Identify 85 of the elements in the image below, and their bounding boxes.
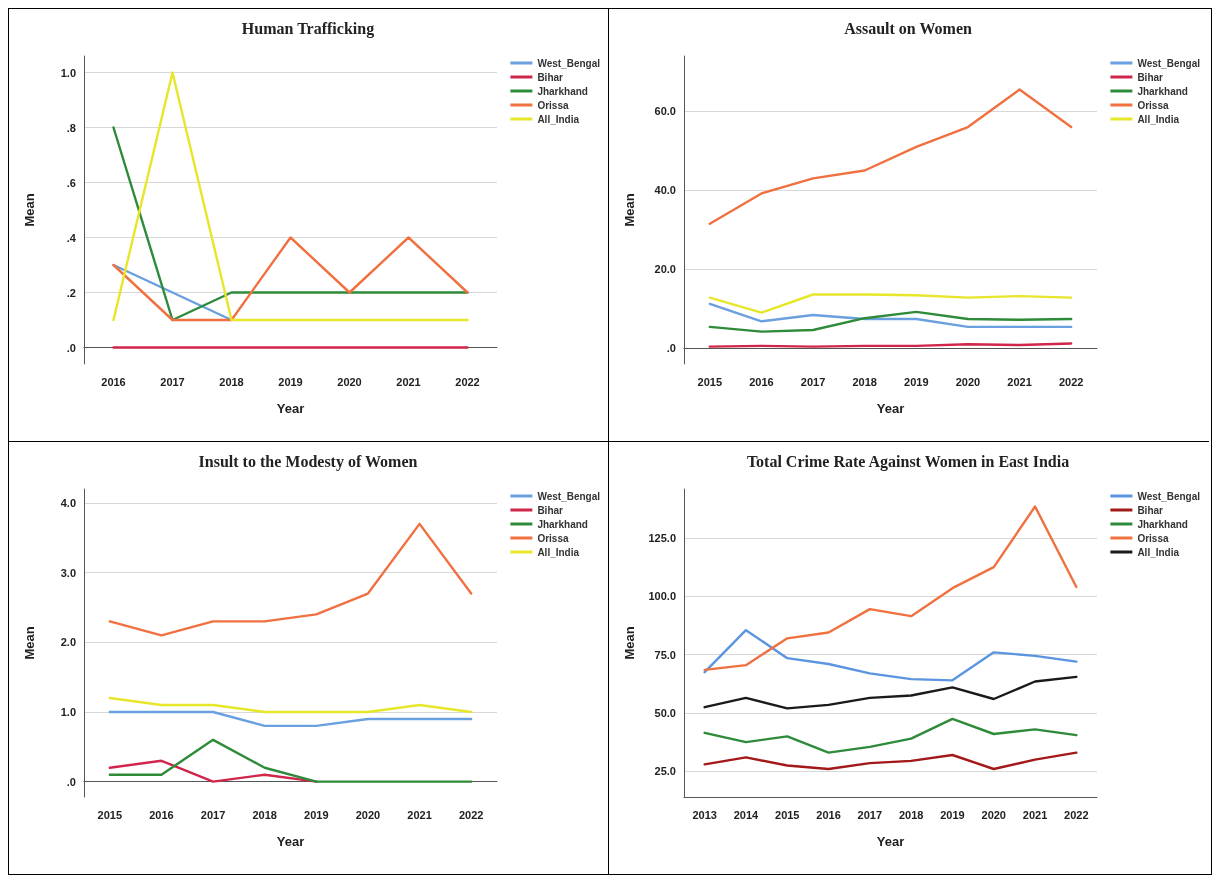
y-tick-label: .0 — [666, 342, 676, 355]
x-tick-label: 2016 — [816, 808, 841, 821]
legend-label: Orissa — [537, 532, 569, 544]
x-axis-title: Year — [876, 834, 905, 849]
x-tick-label: 2021 — [1022, 808, 1048, 821]
y-tick-label: 40.0 — [654, 184, 676, 197]
x-axis-title: Year — [276, 834, 305, 849]
y-tick-label: 25.0 — [654, 765, 676, 778]
x-tick-label: 2022 — [1058, 375, 1084, 388]
x-tick-label: 2019 — [278, 375, 303, 388]
x-tick-label: 2016 — [149, 808, 174, 821]
y-tick-label: 3.0 — [60, 566, 76, 579]
y-tick-label: .4 — [66, 231, 77, 244]
legend-label: Jharkhand — [537, 518, 588, 530]
x-tick-label: 2022 — [458, 808, 484, 821]
legend-label: All_India — [537, 546, 580, 558]
legend-label: Orissa — [1137, 532, 1169, 544]
x-tick-label: 2019 — [304, 808, 329, 821]
y-tick-label: 2.0 — [60, 636, 76, 649]
y-tick-label: 100.0 — [648, 590, 676, 603]
x-tick-label: 2017 — [800, 375, 826, 388]
x-tick-label: 2021 — [1007, 375, 1032, 388]
legend-label: Bihar — [537, 504, 564, 516]
x-tick-label: 2015 — [775, 808, 800, 821]
legend-label: West_Bengal — [1137, 57, 1201, 69]
x-axis-title: Year — [876, 401, 905, 416]
x-tick-label: 2018 — [852, 375, 877, 388]
y-tick-label: .0 — [66, 775, 76, 788]
x-tick-label: 2020 — [337, 375, 362, 388]
legend-label: Jharkhand — [1137, 85, 1188, 97]
y-axis-title: Mean — [622, 193, 637, 227]
y-axis-title: Mean — [22, 626, 37, 660]
y-tick-label: 50.0 — [654, 707, 676, 719]
legend-label: West_Bengal — [537, 57, 601, 69]
x-tick-label: 2020 — [955, 375, 981, 388]
y-tick-label: 1.0 — [60, 705, 76, 718]
y-tick-label: .6 — [66, 176, 76, 189]
x-tick-label: 2017 — [200, 808, 226, 821]
legend-label: Jharkhand — [537, 85, 588, 97]
x-tick-label: 2020 — [355, 808, 381, 821]
x-tick-label: 2021 — [407, 808, 432, 821]
x-tick-label: 2014 — [733, 808, 760, 821]
legend-label: Orissa — [1137, 99, 1169, 111]
y-tick-label: .2 — [66, 286, 76, 299]
legend-label: Bihar — [537, 71, 564, 83]
y-tick-label: 60.0 — [654, 105, 676, 118]
x-tick-label: 2016 — [101, 375, 126, 388]
y-tick-label: 125.0 — [648, 532, 676, 544]
y-axis-title: Mean — [622, 626, 637, 660]
x-tick-label: 2018 — [898, 808, 924, 821]
x-tick-label: 2022 — [1064, 808, 1089, 821]
y-tick-label: .8 — [66, 121, 76, 134]
x-tick-label: 2022 — [455, 375, 480, 388]
x-tick-label: 2016 — [749, 375, 774, 388]
chart-title: Human Trafficking — [241, 19, 375, 38]
y-tick-label: .0 — [66, 341, 76, 354]
chart-title: Total Crime Rate Against Women in East India — [746, 452, 1070, 471]
legend-label: Jharkhand — [1137, 518, 1188, 530]
x-tick-label: 2017 — [857, 808, 883, 821]
legend-label: West_Bengal — [537, 490, 601, 502]
x-tick-label: 2021 — [396, 375, 421, 388]
legend-label: West_Bengal — [1137, 490, 1201, 502]
x-tick-label: 2019 — [940, 808, 965, 821]
legend-label: Orissa — [537, 99, 569, 111]
x-tick-label: 2018 — [219, 375, 244, 388]
chart-title: Assault on Women — [844, 19, 972, 37]
y-axis-title: Mean — [22, 193, 37, 227]
legend-label: All_India — [537, 113, 580, 125]
x-axis-title: Year — [276, 401, 305, 416]
legend-label: All_India — [1137, 113, 1180, 125]
y-tick-label: 1.0 — [60, 66, 76, 79]
x-tick-label: 2013 — [692, 808, 717, 821]
legend-label: Bihar — [1137, 504, 1164, 516]
x-tick-label: 2019 — [904, 375, 929, 388]
y-tick-label: 20.0 — [654, 263, 676, 276]
x-tick-label: 2018 — [252, 808, 277, 821]
legend-label: Bihar — [1137, 71, 1164, 83]
y-tick-label: 75.0 — [654, 648, 676, 661]
x-tick-label: 2017 — [160, 375, 185, 388]
x-tick-label: 2015 — [97, 808, 123, 821]
chart-title: Insult to the Modesty of Women — [198, 452, 418, 471]
x-tick-label: 2020 — [981, 808, 1006, 821]
x-tick-label: 2015 — [697, 375, 723, 388]
y-tick-label: 4.0 — [60, 496, 76, 509]
legend-label: All_India — [1137, 546, 1180, 558]
